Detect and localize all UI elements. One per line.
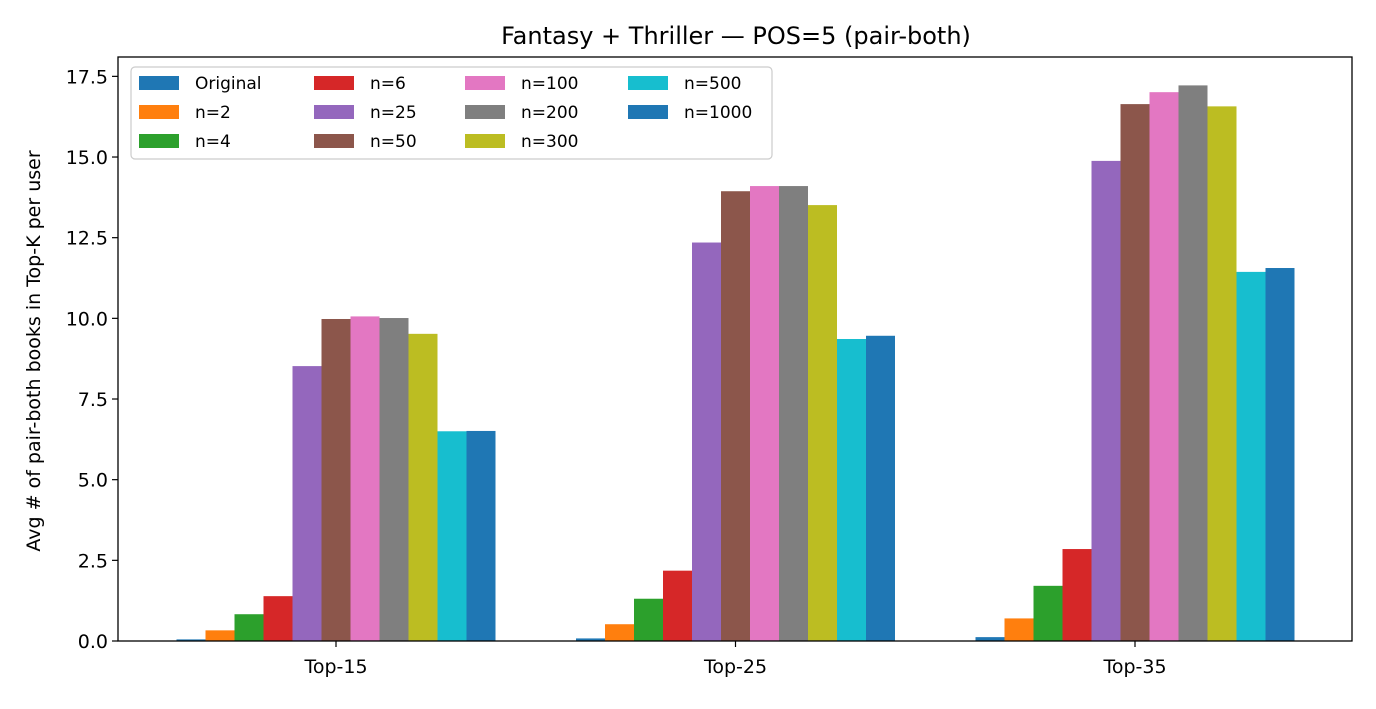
bar-original-top-15 bbox=[176, 639, 206, 641]
x-ticks-group: Top-15 Top-25 Top-35 bbox=[303, 641, 1167, 678]
legend-label: Original bbox=[195, 74, 262, 94]
bar-n-500-top-35 bbox=[1236, 271, 1266, 641]
bar-n-50-top-15 bbox=[321, 318, 351, 641]
legend-label: n=2 bbox=[195, 103, 231, 123]
y-tick-label: 12.5 bbox=[66, 228, 108, 250]
y-tick-label: 7.5 bbox=[78, 389, 108, 411]
bar-n-25-top-25 bbox=[692, 242, 721, 642]
bar-n-2-top-35 bbox=[1004, 618, 1034, 641]
bar-n-200-top-25 bbox=[779, 186, 808, 641]
y-tick-label: 0.0 bbox=[78, 631, 108, 653]
x-tick-label: Top-15 bbox=[303, 656, 367, 678]
y-tick-label: 10.0 bbox=[66, 308, 108, 330]
bar-n-4-top-35 bbox=[1033, 585, 1063, 641]
bar-n-500-top-25 bbox=[837, 338, 866, 641]
bar-n-300-top-35 bbox=[1207, 106, 1237, 642]
plot-frame bbox=[117, 56, 1353, 642]
bar-n-500-top-15 bbox=[437, 431, 467, 641]
legend-swatch bbox=[628, 105, 668, 119]
legend-swatch bbox=[465, 134, 505, 148]
bar-original-top-25 bbox=[576, 638, 605, 641]
legend-swatch bbox=[139, 134, 179, 148]
chart-title: Fantasy + Thriller — POS=5 (pair-both) bbox=[501, 22, 971, 50]
bars-group bbox=[176, 85, 1295, 642]
legend-label: n=4 bbox=[195, 132, 231, 152]
bar-n-6-top-25 bbox=[663, 570, 692, 641]
x-tick-label: Top-35 bbox=[1102, 656, 1166, 678]
y-tick-label: 15.0 bbox=[66, 147, 108, 169]
legend-swatch bbox=[139, 76, 179, 90]
legend-label: n=200 bbox=[521, 103, 578, 123]
bar-n-50-top-35 bbox=[1120, 104, 1150, 642]
bar-n-2-top-15 bbox=[205, 630, 235, 641]
bar-n-4-top-25 bbox=[634, 598, 663, 641]
y-tick-label: 2.5 bbox=[78, 550, 108, 572]
bar-n-1000-top-35 bbox=[1265, 268, 1295, 641]
legend-label: n=1000 bbox=[684, 103, 752, 123]
y-axis-label: Avg # of pair-both books in Top-K per us… bbox=[23, 150, 45, 551]
bar-n-25-top-15 bbox=[292, 366, 322, 641]
legend: Original n=2 n=4 n=6 n=25 n=50 n=100 n=200 n=300… bbox=[130, 66, 773, 160]
legend-swatch bbox=[314, 76, 354, 90]
bar-n-2-top-25 bbox=[605, 624, 634, 641]
bar-original-top-35 bbox=[975, 637, 1005, 641]
bar-n-300-top-15 bbox=[408, 333, 438, 641]
bar-n-1000-top-15 bbox=[466, 430, 496, 641]
y-tick-label: 5.0 bbox=[78, 470, 108, 492]
y-tick-label: 17.5 bbox=[66, 66, 108, 88]
bar-n-6-top-15 bbox=[263, 596, 293, 641]
bar-n-200-top-15 bbox=[379, 318, 409, 641]
legend-label: n=300 bbox=[521, 132, 578, 152]
legend-label: n=100 bbox=[521, 74, 578, 94]
bar-n-50-top-25 bbox=[721, 191, 750, 641]
legend-label: n=25 bbox=[370, 103, 417, 123]
bar-n-1000-top-25 bbox=[866, 335, 895, 641]
bar-n-6-top-35 bbox=[1062, 549, 1092, 641]
y-ticks-group: 0.0 2.5 5.0 7.5 10.0 12.5 15.0 17.5 bbox=[66, 66, 118, 653]
legend-swatch bbox=[139, 105, 179, 119]
legend-label: n=6 bbox=[370, 74, 406, 94]
legend-swatch bbox=[465, 105, 505, 119]
bar-n-100-top-15 bbox=[350, 316, 380, 641]
bar-n-200-top-35 bbox=[1178, 85, 1208, 641]
legend-swatch bbox=[628, 76, 668, 90]
legend-swatch bbox=[314, 105, 354, 119]
legend-label: n=500 bbox=[684, 74, 741, 94]
bar-n-4-top-15 bbox=[234, 614, 264, 641]
bar-n-25-top-35 bbox=[1091, 160, 1121, 641]
legend-label: n=50 bbox=[370, 132, 417, 152]
legend-swatch bbox=[465, 76, 505, 90]
bar-n-100-top-35 bbox=[1149, 92, 1179, 641]
legend-frame bbox=[130, 66, 773, 160]
x-tick-label: Top-25 bbox=[703, 656, 767, 678]
legend-swatch bbox=[314, 134, 354, 148]
bar-n-300-top-25 bbox=[808, 205, 837, 642]
bar-n-100-top-25 bbox=[750, 186, 779, 641]
